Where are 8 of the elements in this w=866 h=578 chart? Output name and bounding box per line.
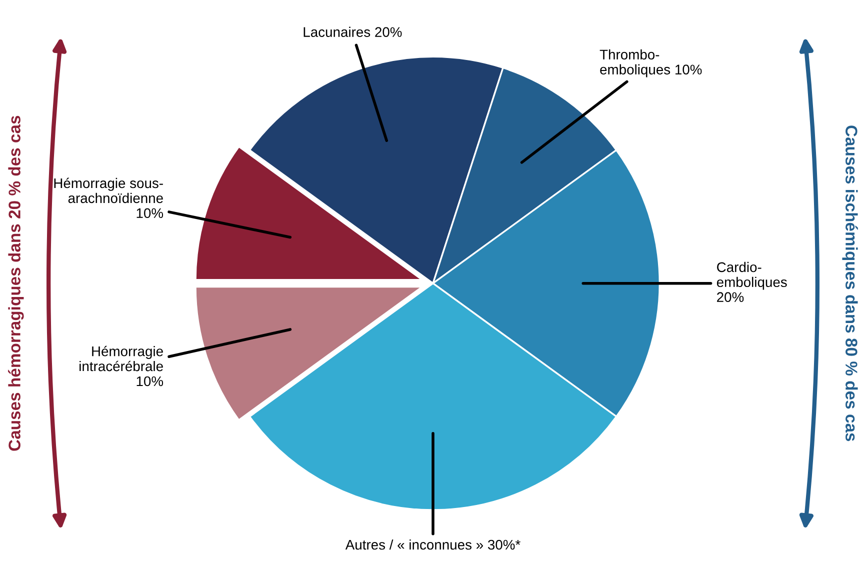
text: Causes hémorragiques dans 20 % des cas (8, 116, 24, 451)
slice-label: Autres / « inconnues » 30%* (345, 539, 520, 550)
slice-label: Hémorragie sous- arachnoïdienne 10% (54, 178, 164, 218)
slice-label: Hémorragie intracérébrale 10% (80, 346, 164, 386)
slice-label: Cardio- emboliques 20% (716, 262, 787, 302)
slice-label: Lacunaires 20% (304, 26, 402, 37)
slice-label: Thrombo- emboliques 10% (600, 49, 702, 78)
text: Causes ischémiques dans 80 % des cas (842, 126, 858, 442)
